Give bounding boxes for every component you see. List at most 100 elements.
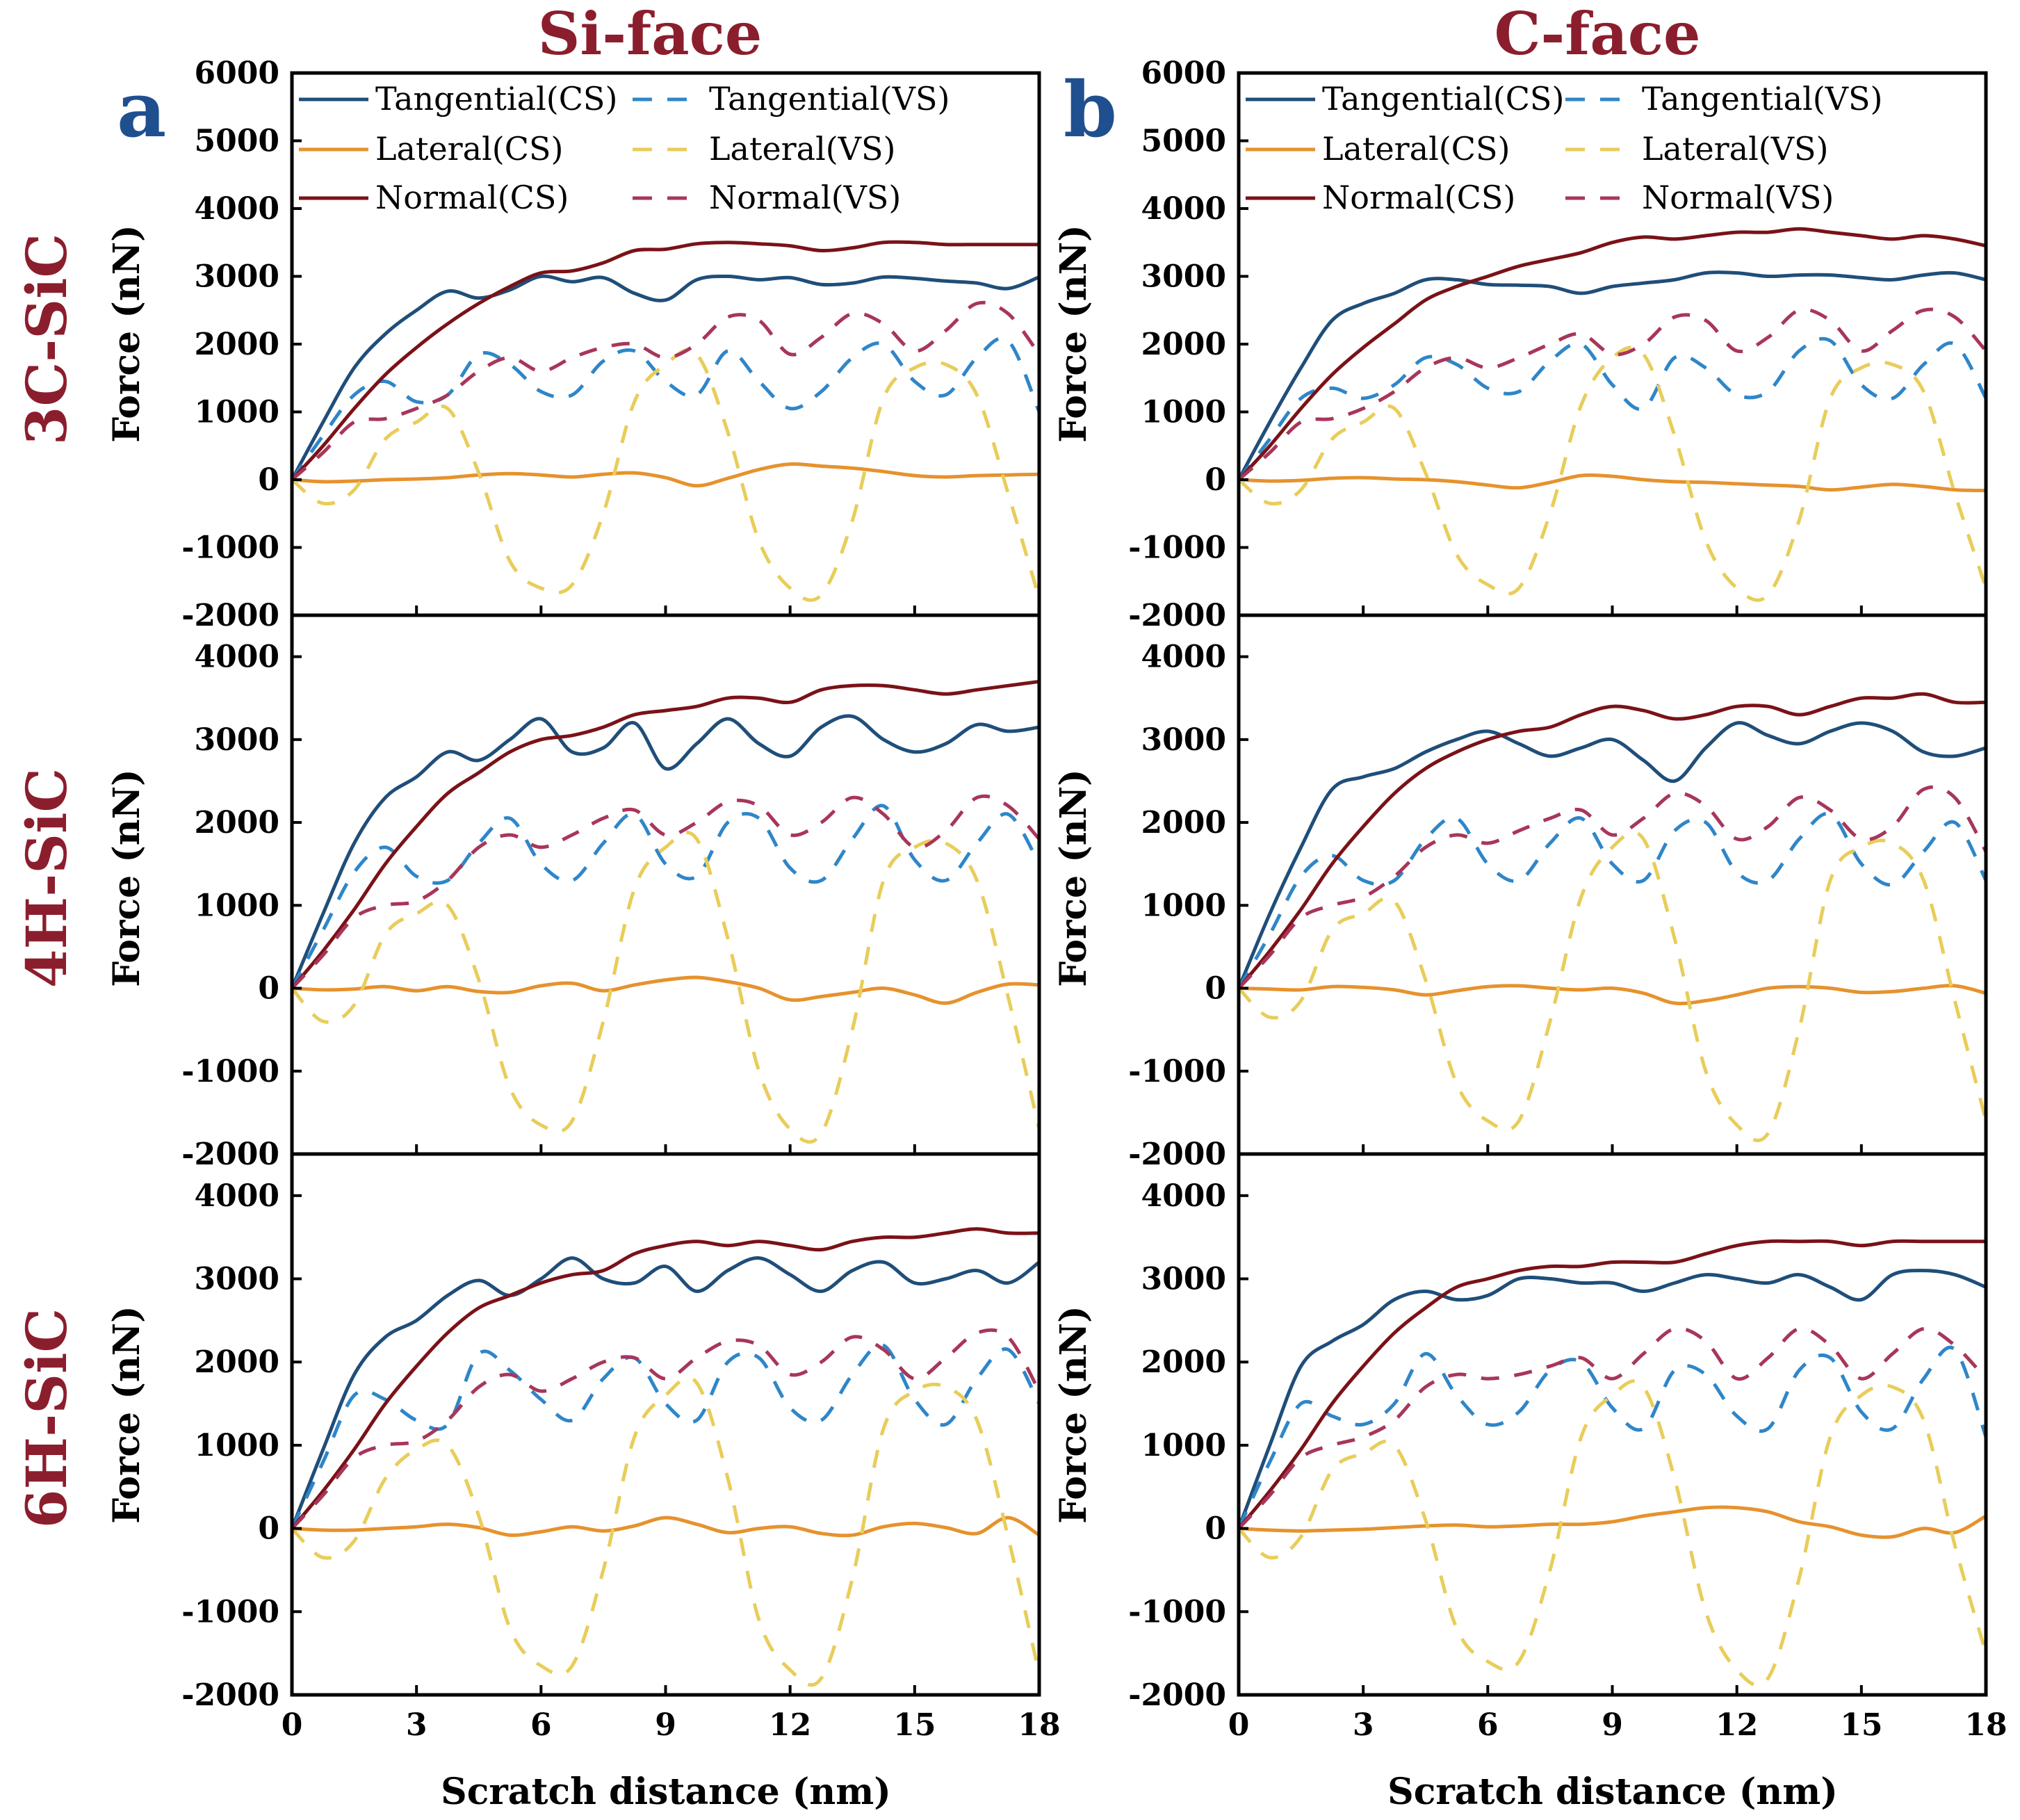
panel-si-face-6h-sic-ytick-label: 4000 [195,1178,279,1214]
panel-c-face-4h-sic-line-normal-vs [1239,785,1986,990]
panel-si-face-3c-sic-line-normal-cs [292,240,1039,481]
panel-si-face-3c-sic-ytick-label: 2000 [195,327,279,362]
panel-c-face-6h-sic-xtick-label: 15 [1840,1707,1882,1743]
panel-c-face-3c-sic-ytick-label: -2000 [1128,598,1226,633]
panel-c-face-6h-sic-ytick-label: 4000 [1141,1178,1226,1214]
panel-c-face-3c-sic-ytick-label: 1000 [1141,395,1226,430]
row-label-3c-sic: 3C-SiC [14,234,79,445]
panel-si-face-4h-sic-line-normal-vs [292,794,1039,990]
panel-c-face-3c-sic-ytick-label: -1000 [1128,530,1226,566]
x-axis-label-si: Scratch distance (nm) [441,1771,891,1813]
panel-si-face-6h-sic-xtick-label: 9 [655,1707,676,1743]
panel-c-face-3c-sic-ytick-label: 6000 [1141,56,1226,91]
panel-si-face-3c-sic-ytick-label: 4000 [195,191,279,227]
panel-si-face-4h-sic-ytick-label: 1000 [195,888,279,923]
panel-si-face-3c-sic: 6000 5000 4000 3000 2000 1000 0 -1000 -2000 Tange… [181,56,1041,633]
panel-si-face-6h-sic-line-normal-cs [292,1227,1039,1530]
panel-c-face-4h-sic-line-lateral-cs [1239,984,1986,1005]
panel-c-face-3c-sic-line-lateral-cs [1239,473,1986,493]
panel-si-face-3c-sic-series [292,240,1039,602]
y-axis-label-si-6h: Force (nN) [106,1306,148,1524]
panel-si-face-6h-sic-ytick-label: 1000 [195,1428,279,1463]
panel-c-face-4h-sic-ytick-label: -2000 [1128,1137,1226,1172]
panel-c-face-6h-sic-line-normal-vs [1239,1326,1986,1530]
panel-si-face-6h-sic-line-lateral-vs [292,1376,1039,1687]
y-axis-label-si-3c: Force (nN) [106,225,148,443]
panel-c-face-3c-sic-legend-label-normal-cs: Normal(CS) [1322,179,1515,216]
panel-si-face-3c-sic-legend-label-lateral-vs: Lateral(VS) [709,130,895,168]
panel-si-face-6h-sic-xtick-label: 15 [893,1707,936,1743]
panel-c-face-3c-sic-line-tangential-vs [1239,336,1986,481]
panel-si-face-3c-sic-ytick-label: 6000 [195,56,279,91]
col-title-si-face: Si-face [538,0,763,68]
panel-c-face-6h-sic-xtick-label: 9 [1602,1707,1623,1743]
panel-si-face-4h-sic-ytick-label: -2000 [181,1137,279,1172]
panel-si-face-6h-sic-xtick-label: 0 [282,1707,303,1743]
panel-si-face-6h-sic-xtick-label: 12 [769,1707,811,1743]
y-axis-label-si-4h: Force (nN) [106,769,148,987]
panel-c-face-3c-sic-legend-label-tangential-vs: Tangential(VS) [1642,80,1882,117]
panel-c-face-3c-sic-ytick-label: 4000 [1141,191,1226,227]
panel-c-face-3c-sic-line-normal-cs [1239,227,1986,481]
panel-c-face-6h-sic-ytick-label: 0 [1205,1511,1226,1547]
panel-c-face-4h-sic-series [1239,692,1986,1143]
panel-si-face-3c-sic-legend-label-tangential-vs: Tangential(VS) [709,80,950,117]
panel-si-face-6h-sic-ytick-label: 3000 [195,1262,279,1297]
panel-c-face-6h-sic-xtick-label: 0 [1228,1707,1250,1743]
panel-si-face-3c-sic-legend-label-lateral-cs: Lateral(CS) [375,130,563,168]
panel-c-face-4h-sic-ytick-label: 2000 [1141,805,1226,840]
panel-si-face-3c-sic-legend-label-normal-vs: Normal(VS) [709,179,901,216]
panel-c-face-3c-sic-legend-label-tangential-cs: Tangential(CS) [1322,80,1564,117]
panel-c-face-3c-sic: 6000 5000 4000 3000 2000 1000 0 -1000 -2000 Tange… [1128,56,1988,633]
panel-si-face-6h-sic-xtick-label: 3 [406,1707,427,1743]
panel-c-face-3c-sic-line-normal-vs [1239,307,1986,481]
panel-si-face-3c-sic-ytick-label: 3000 [195,259,279,295]
panel-c-face-4h-sic-ytick-label: 0 [1205,971,1226,1007]
panel-c-face-6h-sic-xtick-label: 6 [1477,1707,1499,1743]
panel-si-face-4h-sic-ytick-label: -1000 [181,1054,279,1089]
panel-si-face-4h-sic-ytick-label: 4000 [195,640,279,675]
panel-c-face-6h-sic-line-lateral-vs [1239,1379,1986,1687]
panel-si-face-3c-sic-ytick-label: -2000 [181,598,279,633]
panel-c-face-6h-sic-ytick-label: 3000 [1141,1262,1226,1297]
panel-si-face-3c-sic-ytick-label: 1000 [195,395,279,430]
panel-c-face-4h-sic: 4000 3000 2000 1000 0 -1000 -2000 [1128,613,1988,1172]
panel-c-face-4h-sic-line-tangential-vs [1239,811,1986,989]
panel-si-face-4h-sic-ytick-label: 0 [258,971,279,1007]
x-axis-label-c: Scratch distance (nm) [1387,1771,1838,1813]
panel-c-face-6h-sic-frame [1237,1152,1988,1697]
y-axis-label-c-4h: Force (nN) [1052,769,1095,987]
panel-si-face-6h-sic-line-tangential-cs [292,1256,1039,1529]
panel-si-face-3c-sic-legend-label-tangential-cs: Tangential(CS) [375,80,617,117]
panel-si-face-6h-sic-ytick-label: 0 [258,1511,279,1547]
panel-si-face-6h-sic-line-normal-vs [292,1328,1039,1530]
panel-c-face-4h-sic-ytick-label: 1000 [1141,888,1226,923]
panel-c-face-6h-sic-line-lateral-cs [1239,1505,1986,1539]
panel-si-face-6h-sic-ytick-label: 2000 [195,1344,279,1380]
row-label-4h-sic: 4H-SiC [14,768,79,988]
panel-si-face-3c-sic-line-tangential-vs [292,336,1039,481]
panel-c-face-4h-sic-ytick-label: -1000 [1128,1054,1226,1089]
panel-si-face-4h-sic-ytick-label: 3000 [195,722,279,758]
panel-c-face-3c-sic-legend-label-normal-vs: Normal(VS) [1642,179,1834,216]
panel-si-face-6h-sic-ytick-label: -2000 [181,1677,279,1713]
row-label-6h-sic: 6H-SiC [14,1308,79,1528]
panel-c-face-6h-sic-line-normal-cs [1239,1239,1986,1530]
panel-c-face-6h-sic-series [1239,1239,1986,1687]
panel-si-face-3c-sic-ytick-label: 0 [258,462,279,498]
panel-si-face-3c-sic-legend-label-normal-cs: Normal(CS) [375,179,569,216]
panel-c-face-6h-sic-line-tangential-vs [1239,1345,1986,1529]
panel-c-face-3c-sic-legend: Tangential(CS) Tangential(VS) Lateral(CS) L… [1246,80,1882,216]
panel-c-face-3c-sic-series [1239,227,1986,602]
panel-c-face-3c-sic-ytick-label: 2000 [1141,327,1226,362]
panel-letter-a: a [117,65,166,154]
panel-si-face-6h-sic-ytick-label: -1000 [181,1594,279,1630]
panel-c-face-6h-sic-ytick-label: 1000 [1141,1428,1226,1463]
panel-si-face-4h-sic-line-tangential-cs [292,714,1039,989]
panel-c-face-3c-sic-ytick-label: 5000 [1141,124,1226,159]
panel-c-face-3c-sic-line-lateral-vs [1239,346,1986,602]
panel-si-face-3c-sic-legend: Tangential(CS) Tangential(VS) Lateral(CS) L… [299,80,950,216]
